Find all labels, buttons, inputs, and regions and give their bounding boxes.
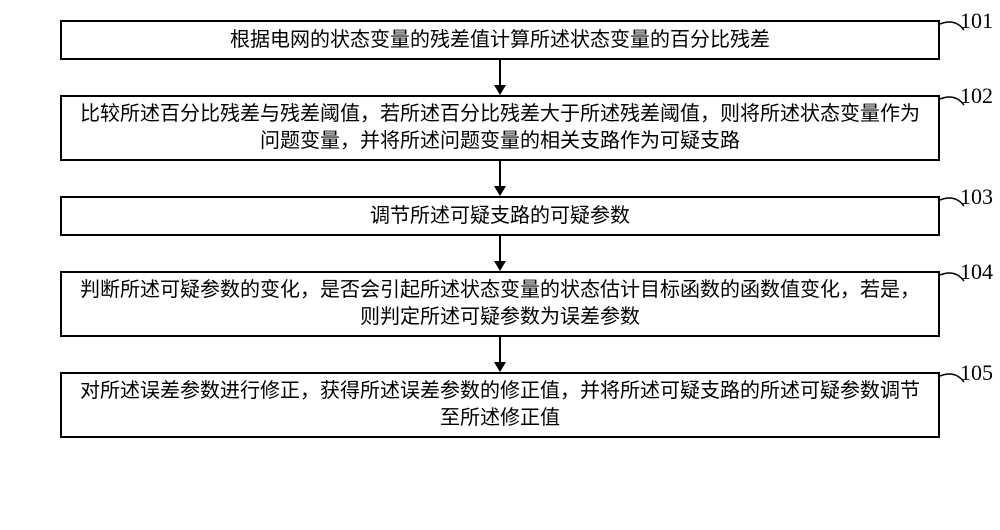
flow-step-n3: 调节所述可疑支路的可疑参数 xyxy=(60,196,940,236)
flow-arrow xyxy=(492,60,508,95)
flow-step-n4: 判断所述可疑参数的变化，是否会引起所述状态变量的状态估计目标函数的函数值变化，若… xyxy=(60,271,940,337)
flow-step-text: 对所述误差参数进行修正，获得所述误差参数的修正值，并将所述可疑支路的所述可疑参数… xyxy=(72,378,928,432)
flow-arrow xyxy=(492,236,508,271)
step-number-label: 105 xyxy=(960,360,993,386)
flow-arrow xyxy=(492,337,508,372)
flow-step-text: 调节所述可疑支路的可疑参数 xyxy=(370,203,630,230)
step-number-label: 101 xyxy=(960,8,993,34)
step-number-label: 103 xyxy=(960,184,993,210)
flow-step-text: 判断所述可疑参数的变化，是否会引起所述状态变量的状态估计目标函数的函数值变化，若… xyxy=(72,277,928,331)
step-number-label: 102 xyxy=(960,83,993,109)
flow-step-n5: 对所述误差参数进行修正，获得所述误差参数的修正值，并将所述可疑支路的所述可疑参数… xyxy=(60,372,940,438)
flow-step-n1: 根据电网的状态变量的残差值计算所述状态变量的百分比残差 xyxy=(60,20,940,60)
flowchart-canvas: 根据电网的状态变量的残差值计算所述状态变量的百分比残差 101 比较所述百分比残差与… xyxy=(0,0,1000,530)
flow-arrow xyxy=(492,161,508,196)
flow-step-text: 根据电网的状态变量的残差值计算所述状态变量的百分比残差 xyxy=(230,27,770,54)
step-number-label: 104 xyxy=(960,259,993,285)
flow-step-text: 比较所述百分比残差与残差阈值，若所述百分比残差大于所述残差阈值，则将所述状态变量… xyxy=(72,101,928,155)
flow-step-n2: 比较所述百分比残差与残差阈值，若所述百分比残差大于所述残差阈值，则将所述状态变量… xyxy=(60,95,940,161)
